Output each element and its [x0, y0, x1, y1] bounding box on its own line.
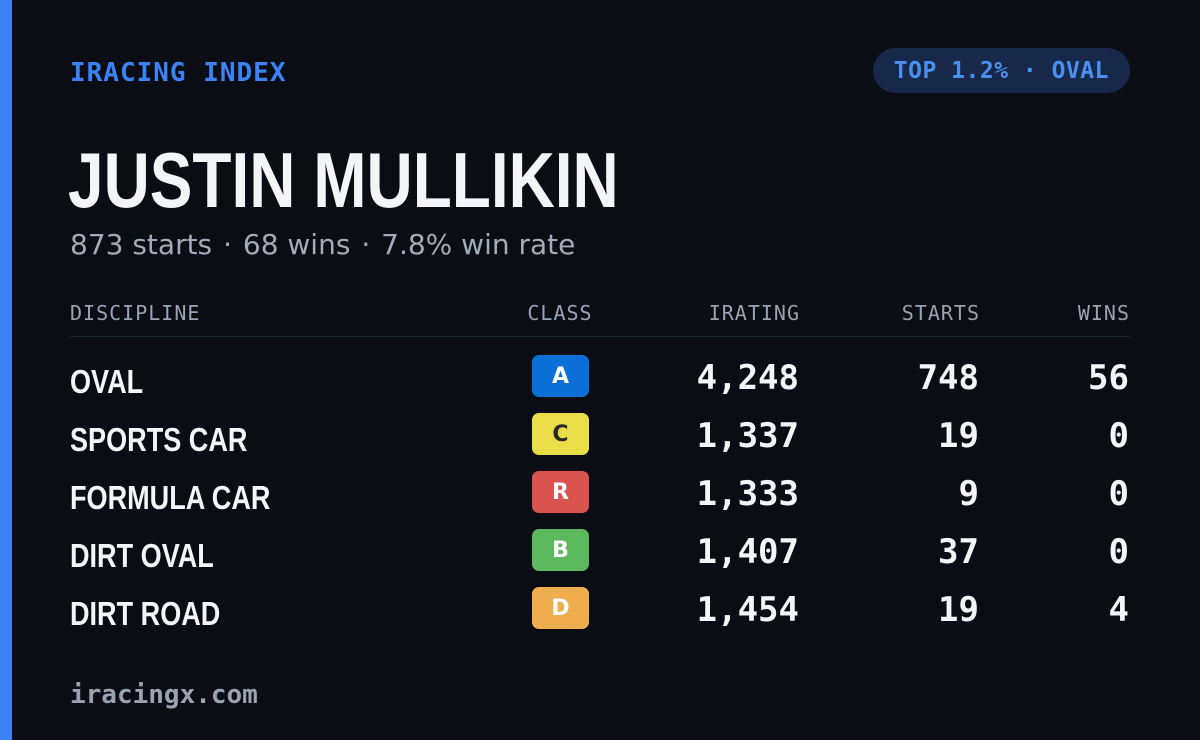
class-badge: R — [532, 471, 589, 513]
header-wins: WINS — [1077, 301, 1130, 325]
wins-value: 56 — [1088, 358, 1129, 398]
header-irating: IRATING — [708, 301, 800, 325]
wins-summary: 68 wins — [242, 228, 351, 261]
driver-name: JUSTIN MULLIKIN — [68, 136, 619, 224]
discipline-name: DIRT OVAL — [70, 537, 214, 574]
class-badge: A — [532, 355, 589, 397]
discipline-name: SPORTS CAR — [70, 421, 248, 458]
accent-bar — [0, 0, 12, 740]
starts-value: 19 — [938, 416, 979, 456]
wins-value: 4 — [1108, 590, 1129, 630]
brand-title: IRACING INDEX — [70, 58, 287, 88]
discipline-table: DISCIPLINE CLASS IRATING STARTS WINS OVA… — [70, 296, 1130, 643]
table-body: OVAL A 4,248 748 56 SPORTS CAR C 1,337 19 0 FORMUL… — [70, 353, 1130, 643]
discipline-name: OVAL — [70, 363, 144, 400]
table-row: DIRT OVAL B 1,407 37 0 — [70, 527, 1130, 585]
irating-value: 1,333 — [696, 474, 799, 514]
footer-url: iracingx.com — [70, 680, 258, 710]
irating-value: 1,454 — [696, 590, 799, 630]
irating-value: 4,248 — [696, 358, 799, 398]
header-discipline: DISCIPLINE — [70, 301, 201, 325]
class-badge: B — [532, 529, 589, 571]
driver-stats: 873 starts · 68 wins · 7.8% win rate — [70, 228, 575, 262]
table-row: FORMULA CAR R 1,333 9 0 — [70, 469, 1130, 527]
header-class: CLASS — [527, 301, 593, 325]
discipline-name: FORMULA CAR — [70, 479, 271, 516]
irating-value: 1,337 — [696, 416, 799, 456]
win-rate-summary: 7.8% win rate — [381, 228, 576, 261]
starts-value: 19 — [938, 590, 979, 630]
class-badge: C — [532, 413, 589, 455]
rank-badge: TOP 1.2% · OVAL — [872, 48, 1130, 93]
separator: · — [361, 228, 371, 261]
starts-value: 748 — [917, 358, 979, 398]
table-row: SPORTS CAR C 1,337 19 0 — [70, 411, 1130, 469]
table-header: DISCIPLINE CLASS IRATING STARTS WINS — [70, 296, 1130, 337]
wins-value: 0 — [1108, 474, 1129, 514]
header-starts: STARTS — [901, 301, 980, 325]
irating-value: 1,407 — [696, 532, 799, 572]
separator: · — [223, 228, 232, 261]
discipline-name: DIRT ROAD — [70, 595, 221, 632]
starts-value: 37 — [938, 532, 979, 572]
table-row: DIRT ROAD D 1,454 19 4 — [70, 585, 1130, 643]
wins-value: 0 — [1108, 532, 1129, 572]
wins-value: 0 — [1108, 416, 1129, 456]
starts-summary: 873 starts — [70, 228, 213, 261]
class-badge: D — [532, 587, 589, 629]
table-row: OVAL A 4,248 748 56 — [70, 353, 1130, 411]
starts-value: 9 — [958, 474, 979, 514]
